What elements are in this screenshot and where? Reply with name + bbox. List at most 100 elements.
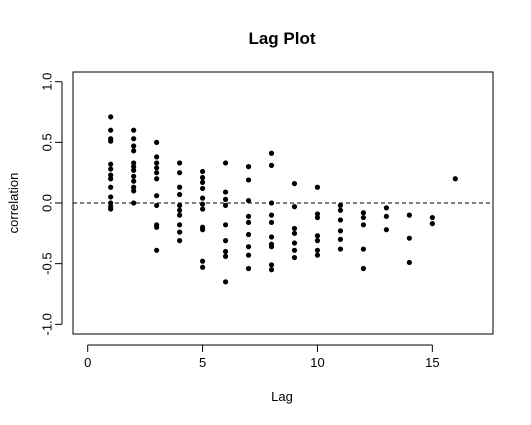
data-point — [429, 214, 435, 221]
data-point — [337, 207, 344, 213]
data-point — [177, 207, 183, 213]
data-point — [406, 212, 412, 218]
data-point — [154, 247, 160, 253]
data-point — [268, 162, 275, 168]
y-axis-label: correlation — [6, 173, 21, 234]
x-tick-label: 15 — [425, 355, 439, 370]
y-tick-label: 1.0 — [40, 73, 55, 91]
data-point — [406, 235, 412, 241]
data-point — [452, 176, 458, 182]
data-point — [222, 248, 229, 255]
y-tick-label: -0.5 — [40, 252, 55, 274]
data-point — [222, 189, 229, 195]
data-point — [154, 176, 160, 182]
data-point — [268, 200, 275, 206]
data-point — [154, 170, 160, 176]
data-point — [360, 246, 367, 252]
data-point — [291, 240, 298, 246]
data-point — [131, 184, 137, 190]
data-point — [337, 246, 344, 252]
data-point — [131, 143, 137, 149]
data-point — [383, 205, 389, 211]
data-point — [360, 210, 367, 216]
data-point — [154, 160, 160, 166]
data-point — [314, 233, 321, 239]
data-point — [199, 195, 206, 201]
data-point — [291, 230, 298, 236]
data-point — [131, 160, 137, 166]
data-point — [177, 191, 183, 198]
data-point — [429, 221, 435, 227]
data-point — [108, 138, 114, 144]
data-point — [268, 219, 275, 226]
y-tick-label: 0.0 — [40, 194, 55, 212]
data-point — [222, 253, 229, 259]
data-point — [245, 219, 252, 226]
data-point — [245, 231, 252, 238]
data-point — [154, 193, 160, 199]
data-point — [268, 150, 275, 156]
data-point — [314, 252, 321, 258]
data-point — [406, 259, 412, 266]
data-point — [268, 262, 275, 268]
y-axis: -1.0 -0.5 0.0 0.5 1.0 — [40, 73, 63, 335]
data-point — [177, 184, 183, 190]
data-point — [245, 177, 252, 183]
data-point — [199, 179, 206, 185]
x-tick-label: 0 — [84, 355, 91, 370]
data-point — [245, 244, 252, 250]
data-point — [314, 184, 321, 190]
data-point — [108, 206, 114, 212]
data-point — [314, 214, 321, 221]
chart-title: Lag Plot — [248, 29, 315, 48]
data-point — [383, 227, 389, 233]
data-point — [108, 194, 114, 200]
data-point — [131, 127, 137, 133]
data-point — [314, 238, 321, 244]
data-point — [360, 214, 367, 221]
data-point — [291, 180, 298, 187]
data-point — [108, 172, 114, 178]
data-point — [108, 184, 114, 190]
data-point — [131, 136, 137, 142]
x-tick-label: 5 — [199, 355, 206, 370]
data-point — [383, 213, 389, 219]
data-point — [199, 174, 206, 181]
data-point — [131, 200, 137, 206]
x-axis-label: Lag — [271, 389, 293, 404]
data-point — [314, 211, 321, 217]
data-point — [360, 265, 367, 272]
data-point — [199, 206, 206, 212]
data-point — [314, 247, 321, 253]
data-point — [108, 176, 114, 182]
data-point — [177, 238, 183, 244]
x-axis: 0 5 10 15 — [84, 344, 440, 370]
data-point — [154, 165, 160, 171]
data-point — [177, 160, 183, 166]
data-point — [108, 114, 114, 120]
data-point — [245, 197, 252, 204]
data-point — [199, 201, 206, 207]
data-point — [268, 267, 275, 273]
data-point — [222, 279, 229, 285]
data-point — [291, 247, 298, 253]
data-point — [337, 202, 344, 209]
data-point — [131, 164, 137, 170]
data-point — [337, 217, 344, 223]
data-point — [337, 228, 344, 234]
data-point — [177, 229, 183, 235]
data-point — [131, 167, 137, 173]
data-point — [131, 148, 137, 154]
data-point — [131, 173, 137, 179]
data-point — [108, 161, 114, 167]
data-point — [245, 213, 252, 219]
data-point — [245, 265, 252, 272]
data-point — [222, 196, 229, 202]
data-point — [222, 160, 229, 166]
data-point — [291, 204, 298, 210]
data-point — [154, 154, 160, 160]
data-point — [177, 170, 183, 176]
y-tick-label: -1.0 — [40, 313, 55, 335]
data-point — [199, 227, 206, 233]
